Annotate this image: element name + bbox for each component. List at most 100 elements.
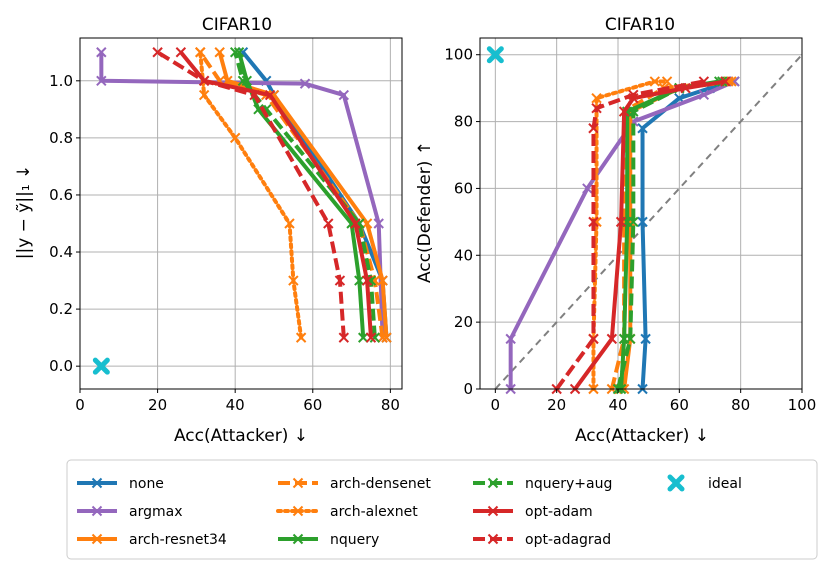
right-series-ideal bbox=[486, 46, 504, 64]
right-line-arch-alexnet bbox=[591, 79, 670, 391]
left-line-opt-adagrad bbox=[156, 50, 346, 338]
left-line-arch-resnet34 bbox=[217, 51, 389, 338]
left-series-opt-adagrad bbox=[152, 47, 350, 343]
left-marker-opt-adagrad bbox=[249, 89, 260, 101]
legend-label-arch-resnet34: arch-resnet34 bbox=[129, 532, 227, 548]
left-y-tick-label: 0.0 bbox=[49, 357, 73, 375]
left-x-tick-label: 40 bbox=[226, 396, 245, 414]
right-marker-opt-adagrad bbox=[628, 89, 639, 101]
right-marker-opt-adagrad bbox=[588, 333, 599, 345]
legend-marker-arch-resnet34 bbox=[91, 533, 103, 545]
left-panel: CIFAR10 Acc(Attacker) ↓ ||y − ỹ||₁ ↓ 0 20… bbox=[14, 15, 403, 446]
left-plot-frame bbox=[79, 37, 403, 390]
legend-label-argmax: argmax bbox=[129, 504, 182, 520]
left-x-tick-label: 80 bbox=[381, 396, 400, 414]
left-marker-argmax bbox=[96, 47, 107, 58]
left-marker-opt-adagrad bbox=[323, 218, 334, 229]
left-ticks: 0 20 40 60 80 0.0 0.2 0.4 0.6 0.8 1.0 bbox=[49, 72, 400, 414]
left-marker-argmax bbox=[96, 75, 107, 87]
right-marker-none bbox=[640, 333, 651, 345]
right-y-tick-label: 80 bbox=[454, 113, 473, 131]
legend-marker-none bbox=[91, 477, 103, 489]
right-series-group bbox=[486, 46, 740, 395]
left-marker-arch-alexnet bbox=[288, 275, 299, 286]
legend-label-nquery-aug: nquery+aug bbox=[525, 476, 612, 492]
legend-label-arch-alexnet: arch-alexnet bbox=[330, 504, 418, 520]
right-panel: CIFAR10 Acc(Attacker) ↓ Acc(Defender) ↑ … bbox=[415, 15, 816, 446]
right-x-tick-label: 60 bbox=[670, 396, 689, 414]
right-y-tick-label: 0 bbox=[463, 380, 473, 398]
left-marker-opt-adam bbox=[264, 89, 276, 101]
left-y-tick-label: 0.2 bbox=[49, 300, 73, 318]
left-series-group bbox=[92, 47, 392, 375]
left-marker-arch-densenet bbox=[377, 332, 388, 343]
left-marker-nquery bbox=[241, 75, 253, 87]
right-marker-none bbox=[637, 216, 648, 228]
left-marker-opt-adagrad bbox=[338, 332, 350, 343]
right-marker-ideal bbox=[486, 46, 504, 64]
right-marker-nquery bbox=[618, 333, 630, 345]
legend-entry-opt-adam: opt-adam bbox=[473, 504, 593, 520]
right-line-arch-resnet34 bbox=[622, 79, 732, 390]
left-x-tick-label: 20 bbox=[148, 396, 167, 414]
left-marker-opt-adagrad bbox=[152, 47, 163, 58]
legend-entry-opt-adagrad: opt-adagrad bbox=[473, 532, 611, 548]
right-marker-argmax bbox=[505, 333, 516, 345]
legend-entry-arch-resnet34: arch-resnet34 bbox=[77, 532, 227, 548]
legend-marker-arch-densenet bbox=[292, 477, 304, 489]
left-marker-opt-adagrad bbox=[334, 275, 346, 286]
left-line-nquery-aug bbox=[233, 51, 377, 338]
left-marker-opt-adam bbox=[175, 47, 187, 58]
right-marker-opt-adam bbox=[720, 76, 731, 87]
left-marker-arch-alexnet bbox=[195, 47, 206, 58]
left-series-arch-alexnet bbox=[195, 47, 307, 343]
left-y-tick-label: 1.0 bbox=[49, 72, 73, 90]
legend-entry-arch-densenet: arch-densenet bbox=[278, 476, 431, 492]
right-marker-none bbox=[637, 123, 648, 134]
right-line-nquery-aug bbox=[616, 79, 723, 390]
left-y-tick-label: 0.6 bbox=[49, 186, 73, 204]
left-marker-arch-alexnet bbox=[229, 132, 241, 144]
right-marker-opt-adagrad bbox=[588, 216, 599, 228]
legend-entry-argmax: argmax bbox=[77, 504, 182, 520]
legend-marker-opt-adagrad bbox=[487, 533, 499, 545]
left-marker-nquery bbox=[357, 332, 369, 343]
right-series-none bbox=[637, 76, 740, 395]
legend-marker-nquery-aug bbox=[487, 477, 499, 489]
right-y-tick-label: 100 bbox=[444, 46, 473, 64]
left-marker-argmax bbox=[299, 78, 311, 89]
right-series-opt-adam bbox=[569, 76, 731, 395]
left-marker-nquery bbox=[354, 275, 365, 286]
legend: none argmax arch-resnet34 arch-densenet arch… bbox=[66, 459, 818, 560]
left-line-arch-alexnet bbox=[198, 50, 304, 340]
legend-entry-nquery: nquery bbox=[278, 532, 379, 548]
right-series-opt-adagrad bbox=[551, 76, 710, 395]
right-marker-arch-alexnet bbox=[649, 76, 661, 87]
right-marker-opt-adam bbox=[606, 333, 618, 345]
left-marker-opt-adagrad bbox=[198, 75, 210, 87]
left-marker-ideal bbox=[92, 357, 110, 375]
right-chart-title: CIFAR10 bbox=[605, 15, 675, 35]
left-marker-opt-adam bbox=[361, 275, 373, 286]
left-y-tick-label: 0.8 bbox=[49, 129, 73, 147]
right-x-tick-label: 0 bbox=[491, 396, 501, 414]
legend-label-opt-adagrad: opt-adagrad bbox=[525, 532, 611, 548]
left-x-axis-label: Acc(Attacker) ↓ bbox=[174, 426, 308, 446]
left-chart-title: CIFAR10 bbox=[202, 15, 272, 35]
right-x-axis-label: Acc(Attacker) ↓ bbox=[575, 426, 709, 446]
right-line-argmax bbox=[508, 79, 736, 389]
left-y-tick-label: 0.4 bbox=[49, 243, 73, 261]
right-x-tick-label: 40 bbox=[608, 396, 627, 414]
right-x-tick-label: 80 bbox=[731, 396, 750, 414]
right-y-axis-label: Acc(Defender) ↑ bbox=[415, 141, 435, 283]
legend-label-arch-densenet: arch-densenet bbox=[330, 476, 431, 492]
left-marker-arch-alexnet bbox=[198, 89, 210, 101]
right-line-none bbox=[640, 79, 736, 390]
legend-marker-nquery bbox=[292, 533, 304, 545]
left-x-tick-label: 60 bbox=[303, 396, 322, 414]
diagonal-reference-line bbox=[494, 54, 803, 390]
left-marker-argmax bbox=[338, 89, 350, 101]
right-marker-opt-adagrad bbox=[591, 102, 602, 114]
legend-marker-opt-adam bbox=[487, 505, 499, 517]
